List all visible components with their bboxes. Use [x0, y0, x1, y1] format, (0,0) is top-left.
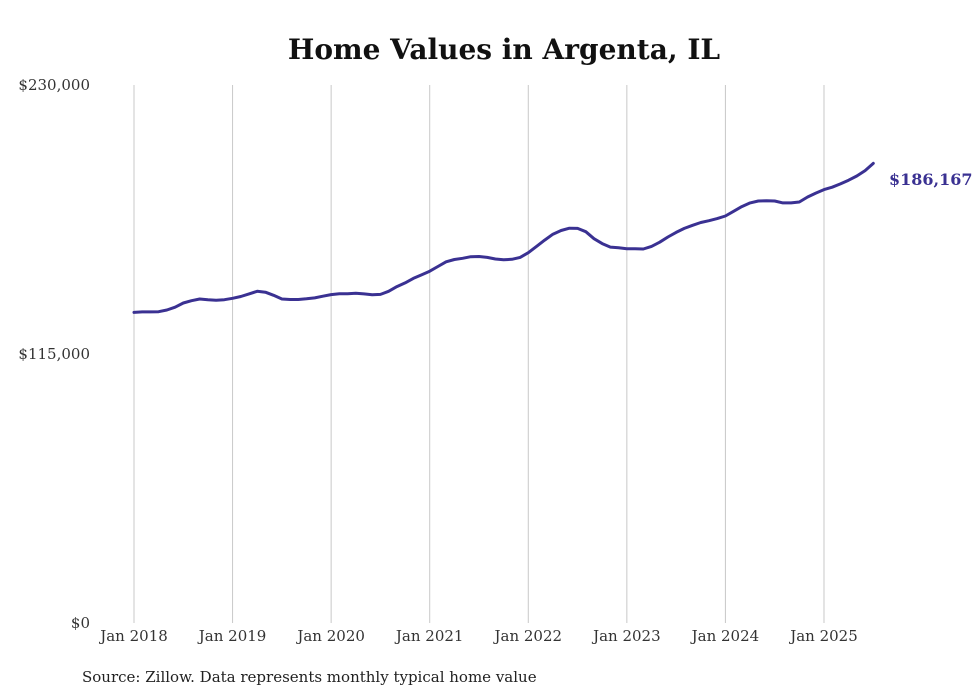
- source-note: Source: Zillow. Data represents monthly …: [82, 668, 537, 686]
- x-tick-label: Jan 2019: [197, 627, 267, 645]
- vertical-gridlines: [133, 85, 825, 623]
- x-tick-label: Jan 2018: [98, 627, 168, 645]
- x-tick-label: Jan 2023: [591, 627, 661, 645]
- x-tick-label: Jan 2025: [788, 627, 858, 645]
- x-tick-label: Jan 2020: [295, 627, 365, 645]
- x-axis-tick-labels: Jan 2018 Jan 2019 Jan 2020 Jan 2021 Jan 2022…: [98, 627, 858, 645]
- y-tick-label: $115,000: [18, 345, 90, 363]
- x-tick-label: Jan 2024: [690, 627, 760, 645]
- x-tick-label: Jan 2022: [492, 627, 562, 645]
- y-tick-label: $230,000: [18, 76, 90, 94]
- y-axis-tick-labels: $0 $115,000 $230,000: [18, 76, 90, 632]
- home-value-line: [132, 161, 875, 314]
- chart-title: Home Values in Argenta, IL: [288, 33, 721, 66]
- x-tick-label: Jan 2021: [394, 627, 464, 645]
- y-tick-label: $0: [71, 614, 90, 632]
- latest-value-label: $186,167: [889, 170, 973, 189]
